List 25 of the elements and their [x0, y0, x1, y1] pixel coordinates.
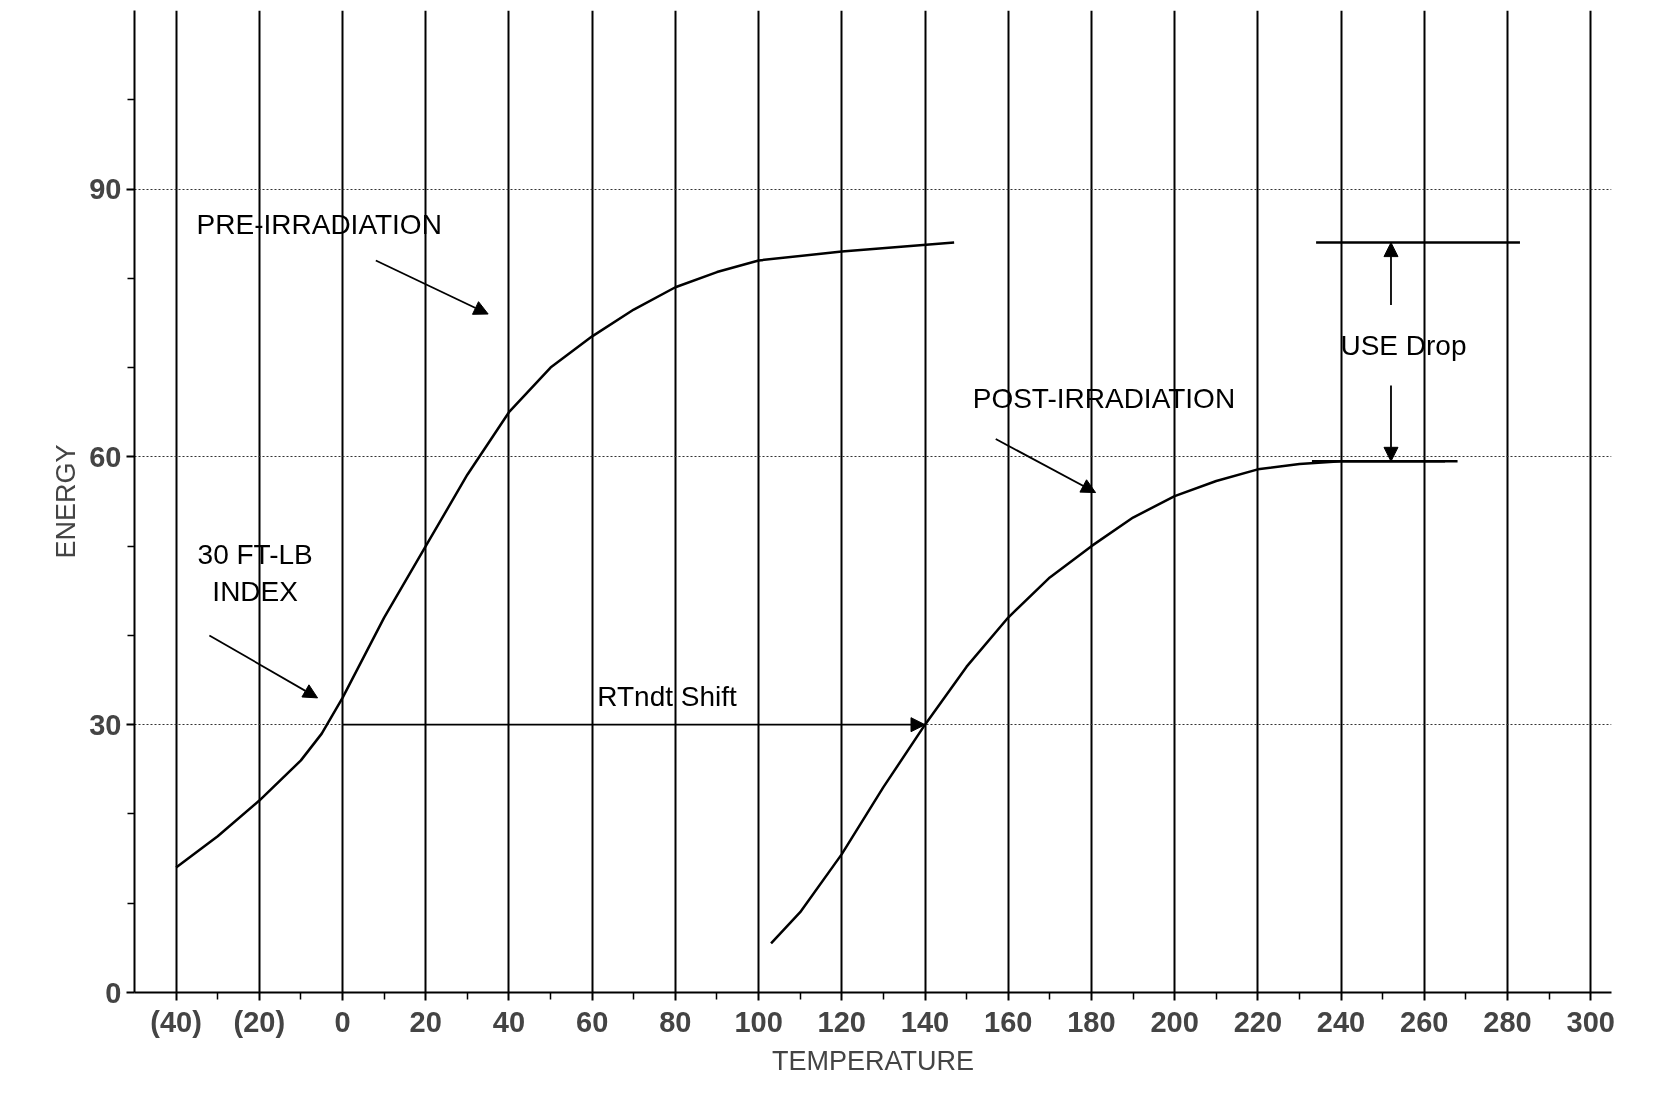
x-tick-label: 140 — [900, 1005, 950, 1038]
x-tick-label: 180 — [1067, 1005, 1116, 1038]
x-tick-label: 100 — [734, 1005, 783, 1038]
x-tick-label: 20 — [409, 1005, 442, 1038]
x-tick-label: 280 — [1483, 1005, 1532, 1038]
x-tick-label: 120 — [817, 1005, 866, 1038]
x-tick-label: (40) — [150, 1005, 202, 1038]
y-tick-label: 30 — [89, 708, 122, 741]
x-tick-label: 260 — [1400, 1005, 1449, 1038]
x-tick-label: 80 — [659, 1005, 692, 1038]
x-tick-label: 200 — [1150, 1005, 1199, 1038]
x-axis-title: TEMPERATURE — [771, 1045, 975, 1076]
x-tick-label: 300 — [1566, 1005, 1615, 1038]
y-axis-title: ENERGY — [51, 444, 82, 559]
x-tick-label: 160 — [984, 1005, 1033, 1038]
x-tick-label: 40 — [492, 1005, 526, 1038]
annotation: RTndt Shift — [597, 680, 738, 712]
x-tick-label: 60 — [576, 1005, 609, 1038]
x-tick-label: 240 — [1316, 1005, 1366, 1038]
x-tick-label: (20) — [233, 1005, 286, 1038]
y-tick-label: 0 — [105, 976, 122, 1009]
y-tick-label: 90 — [89, 173, 122, 206]
y-tick-label: 60 — [89, 440, 122, 473]
x-tick-label: 220 — [1233, 1005, 1283, 1038]
x-tick-label: 0 — [334, 1005, 351, 1038]
